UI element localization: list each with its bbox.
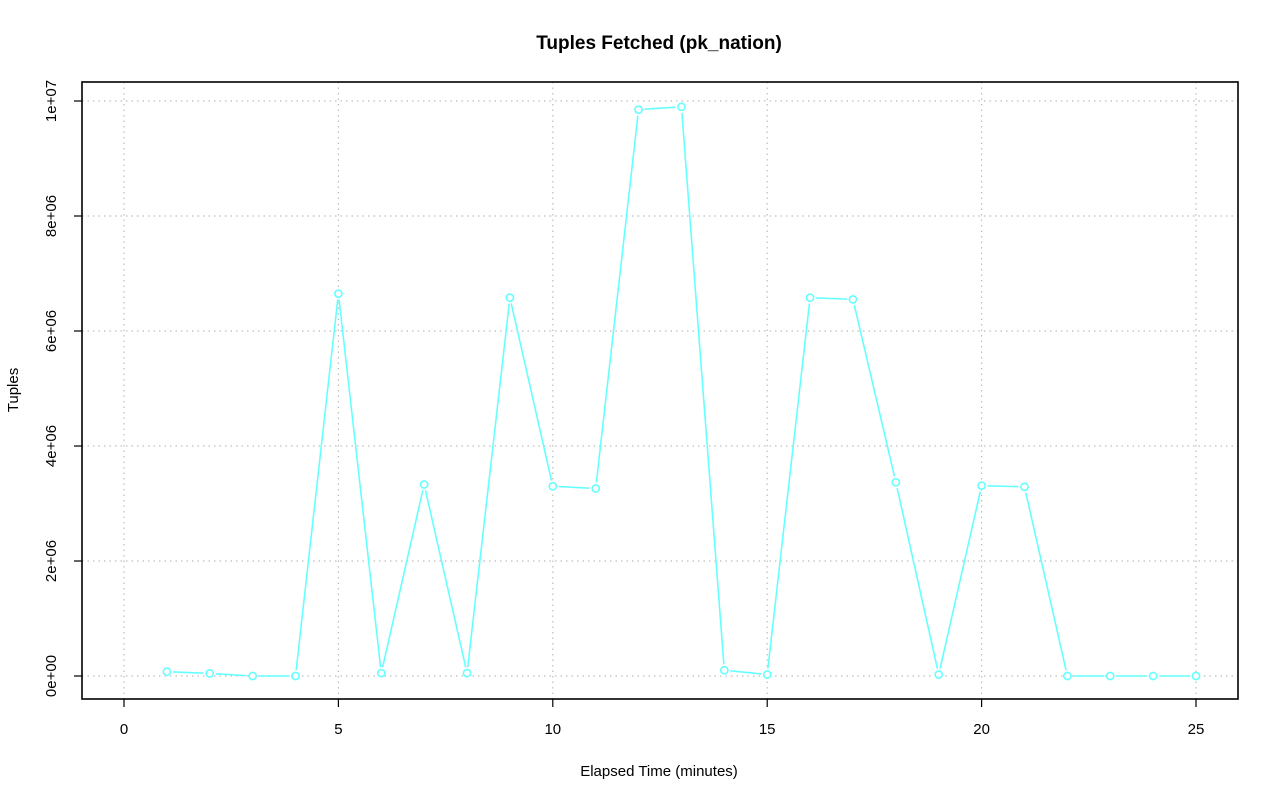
data-point xyxy=(1105,671,1115,681)
series-line-segment xyxy=(1025,492,1067,671)
series-line-segment xyxy=(295,299,339,671)
data-point xyxy=(762,670,772,679)
series-line-segment xyxy=(896,487,939,669)
data-point xyxy=(419,480,429,489)
data-point xyxy=(333,289,343,299)
data-point xyxy=(505,293,515,303)
series-line-segment xyxy=(730,670,762,675)
series-line-segment xyxy=(510,303,553,481)
x-axis-label: Elapsed Time (minutes) xyxy=(580,763,738,780)
data-point xyxy=(1148,671,1158,681)
data-point xyxy=(891,477,901,487)
x-tick-label: 15 xyxy=(759,721,776,738)
data-point xyxy=(376,668,386,678)
series-line-segment xyxy=(595,115,639,483)
data-point xyxy=(1062,671,1072,681)
series-line-segment xyxy=(424,490,467,668)
series-line-segment xyxy=(767,303,811,669)
x-tick-label: 25 xyxy=(1188,721,1205,738)
x-tick-label: 10 xyxy=(544,721,561,738)
data-point xyxy=(934,670,944,679)
data-point xyxy=(591,484,601,493)
data-point xyxy=(805,293,815,303)
x-tick-label: 0 xyxy=(120,721,128,738)
y-tick-label: 4e+06 xyxy=(43,425,60,467)
series-line-segment xyxy=(681,112,725,665)
y-tick-label: 1e+07 xyxy=(43,80,60,122)
data-point xyxy=(291,671,300,681)
y-tick-label: 8e+06 xyxy=(43,195,60,237)
series-line-segment xyxy=(939,491,982,669)
series-line-segment xyxy=(338,299,382,668)
y-axis: 0e+00 2e+06 4e+06 6e+06 8e+06 1e+07 xyxy=(43,80,82,697)
series-line-segment xyxy=(816,297,847,300)
chart-title: Tuples Fetched (pk_nation) xyxy=(536,33,782,54)
series-line-segment xyxy=(644,106,676,111)
data-point xyxy=(719,665,729,675)
series-line-segment xyxy=(466,303,511,668)
data-point xyxy=(1020,482,1029,492)
data-point xyxy=(548,481,558,491)
data-point xyxy=(677,102,686,112)
series-line-segment xyxy=(853,305,896,477)
x-tick-label: 5 xyxy=(334,721,342,738)
data-point xyxy=(1191,671,1201,681)
plot-frame xyxy=(81,81,1239,700)
x-axis: 0 5 10 15 20 25 xyxy=(120,699,1205,738)
y-tick-label: 6e+06 xyxy=(43,310,60,352)
data-series xyxy=(162,102,1201,681)
y-tick-label: 0e+00 xyxy=(43,655,60,697)
x-tick-label: 20 xyxy=(973,721,990,738)
data-point xyxy=(162,667,172,677)
data-point xyxy=(248,671,258,681)
data-point xyxy=(848,294,858,304)
series-line-segment xyxy=(381,490,424,668)
y-axis-label: Tuples xyxy=(5,368,22,412)
data-point xyxy=(462,668,472,678)
y-tick-label: 2e+06 xyxy=(43,540,60,582)
data-point xyxy=(205,669,215,678)
series-line-segment xyxy=(558,485,590,490)
series-line-segment xyxy=(215,672,247,677)
grid xyxy=(82,82,1238,699)
series-line-segment xyxy=(172,671,204,674)
series-line-segment xyxy=(987,485,1019,488)
data-point xyxy=(977,481,986,491)
data-point xyxy=(634,105,643,115)
